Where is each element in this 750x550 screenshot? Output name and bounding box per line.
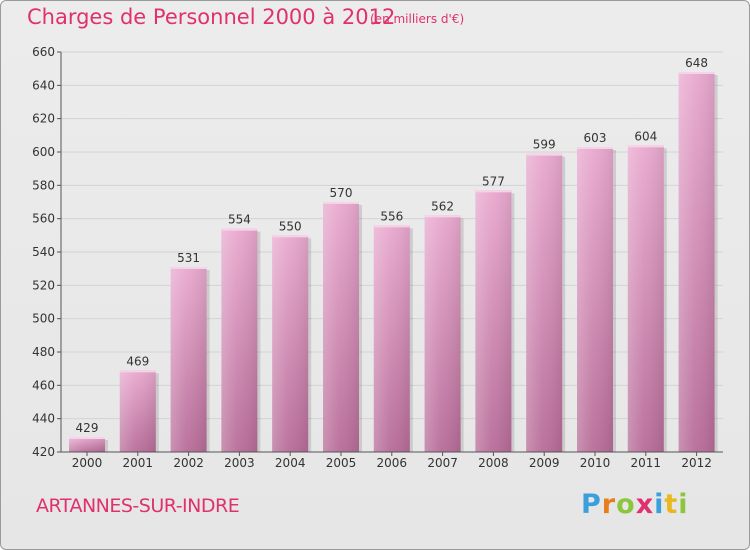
bar-chart: 420 440 460 480 500 520 540 560 580 600 620 640 660 4… <box>32 45 723 470</box>
bar-shine <box>221 228 258 452</box>
bar-shine <box>323 202 359 452</box>
x-tick-label: 2000 <box>72 456 103 470</box>
data-label: 429 <box>76 421 99 435</box>
x-tick-label: 2001 <box>123 456 154 470</box>
data-label: 603 <box>584 131 607 145</box>
bar-shine <box>69 437 105 452</box>
x-tick-label: 2002 <box>173 456 204 470</box>
y-tick-label: 500 <box>32 312 55 326</box>
bar-top-edge <box>678 72 715 74</box>
y-tick-label: 660 <box>32 45 55 59</box>
data-label: 531 <box>177 251 200 265</box>
bar-top-edge <box>627 145 664 148</box>
data-label: 554 <box>228 213 251 227</box>
logo-letter: x <box>635 489 655 520</box>
bar-top-edge <box>69 437 105 439</box>
data-label: 556 <box>380 209 403 223</box>
x-tick-label: 2012 <box>681 456 712 470</box>
y-tick-label: 640 <box>32 78 55 92</box>
data-label: 604 <box>634 129 657 143</box>
bar-top-edge <box>323 202 359 204</box>
x-tick-label: 2008 <box>478 456 509 470</box>
data-label: 570 <box>330 186 353 200</box>
logo-letter: r <box>601 489 617 520</box>
data-label: 599 <box>533 138 556 152</box>
bar-shine <box>577 147 613 452</box>
bar-shine <box>424 215 461 452</box>
axis-layer: 420 440 460 480 500 520 540 560 580 600 620 640 660 4… <box>32 45 723 470</box>
bar-top-edge <box>577 147 613 149</box>
y-tick-label: 620 <box>32 112 55 126</box>
logo-letter: P <box>581 489 602 520</box>
y-tick-label: 540 <box>32 245 55 259</box>
data-label: 648 <box>685 56 708 70</box>
bar-top-edge <box>526 153 563 156</box>
bar-top-edge <box>373 225 410 228</box>
bar-shine <box>475 190 512 453</box>
bar-shine <box>373 225 410 452</box>
data-label: 577 <box>482 174 505 188</box>
y-tick-label: 520 <box>32 278 55 292</box>
chart-title: Charges de Personnel 2000 à 2012 <box>27 5 396 29</box>
bar-top-edge <box>221 228 258 231</box>
data-label: 469 <box>126 354 149 368</box>
logo-letter: i <box>654 489 665 520</box>
y-tick-label: 600 <box>32 145 55 159</box>
y-tick-label: 440 <box>32 412 55 426</box>
bar-shine <box>119 370 156 452</box>
bar-top-edge <box>170 267 207 269</box>
y-tick-label: 580 <box>32 178 55 192</box>
chart-unit: (en milliers d'€) <box>370 12 465 26</box>
data-label: 562 <box>431 199 454 213</box>
data-label: 550 <box>279 219 302 233</box>
x-tick-label: 2004 <box>275 456 306 470</box>
logo-letter: o <box>616 489 636 520</box>
bar-top-edge <box>475 190 512 193</box>
x-tick-label: 2003 <box>224 456 255 470</box>
bar-shine <box>627 145 664 453</box>
bar-shine <box>272 235 309 452</box>
x-tick-label: 2006 <box>377 456 408 470</box>
x-tick-label: 2005 <box>326 456 357 470</box>
bar-shine <box>678 72 715 452</box>
y-tick-label: 560 <box>32 212 55 226</box>
bar-top-edge <box>119 370 156 373</box>
x-tick-label: 2007 <box>427 456 458 470</box>
city-name: ARTANNES-SUR-INDRE <box>36 495 240 517</box>
bar-shine <box>526 153 563 452</box>
logo-letter: i <box>678 489 689 520</box>
bar-shine <box>170 267 207 452</box>
logo-letter: t <box>664 489 679 520</box>
x-tick-label: 2011 <box>631 456 662 470</box>
bar-top-edge <box>424 215 461 218</box>
proxiti-logo: Proxiti <box>581 489 689 520</box>
x-tick-label: 2009 <box>529 456 560 470</box>
bar-layer <box>69 72 718 453</box>
x-tick-label: 2010 <box>580 456 611 470</box>
bar-top-edge <box>272 235 309 238</box>
y-tick-label: 480 <box>32 345 55 359</box>
y-tick-label: 460 <box>32 378 55 392</box>
y-tick-label: 420 <box>32 445 55 459</box>
